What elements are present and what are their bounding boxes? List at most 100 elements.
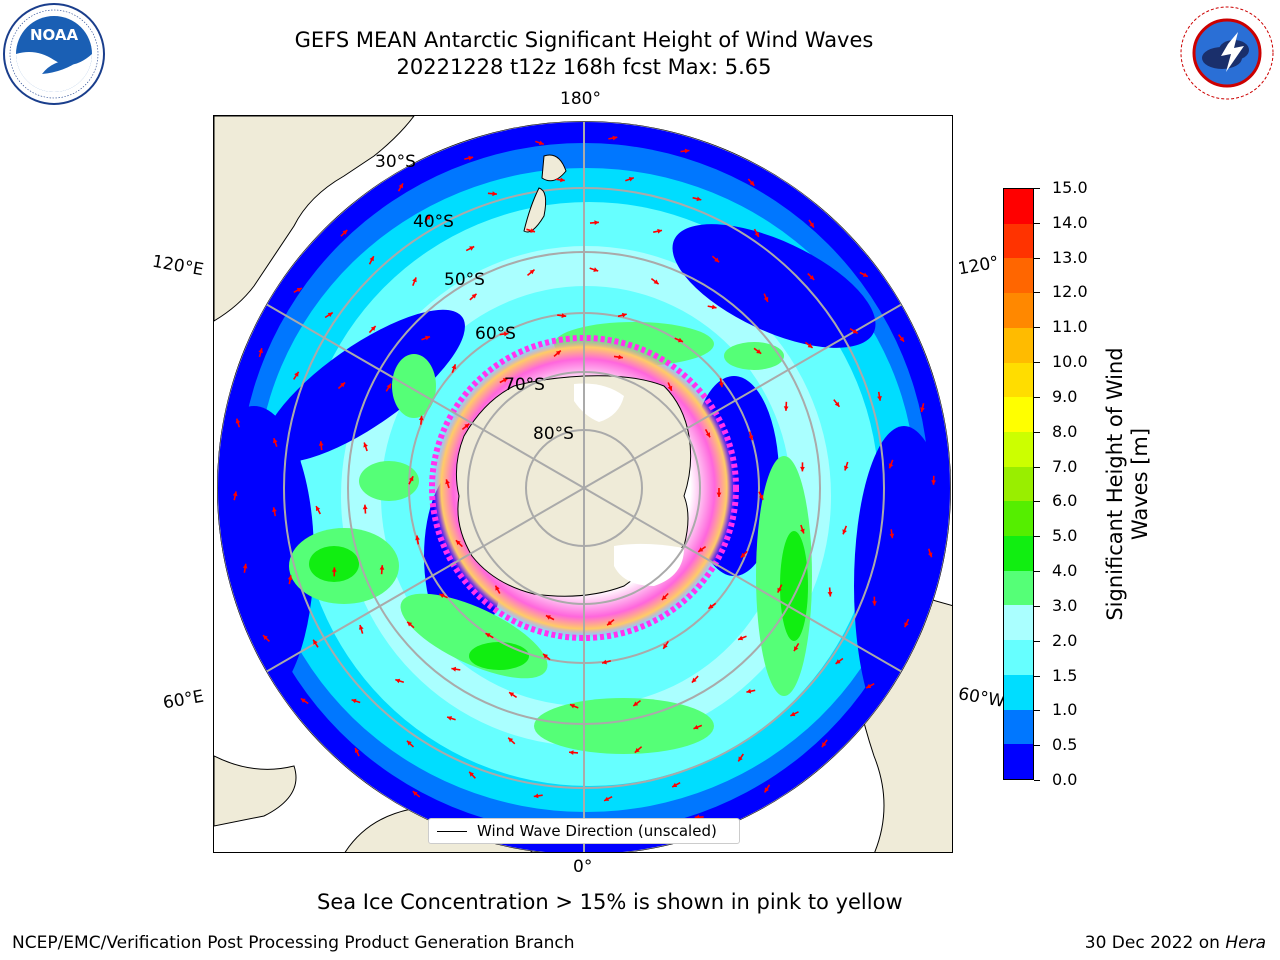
- wave-direction-arrowhead: [807, 343, 813, 348]
- colorbar-tick: [1034, 362, 1040, 364]
- wave-direction-arrowhead: [354, 748, 360, 753]
- legend-label: Wind Wave Direction (unscaled): [477, 822, 717, 840]
- wave-direction-arrowhead: [263, 635, 268, 640]
- wave-direction-arrowhead: [661, 595, 667, 600]
- wave-direction-arrowhead: [604, 796, 610, 801]
- wave-direction-arrowhead: [318, 441, 324, 446]
- colorbar-segment: [1004, 466, 1033, 502]
- colorbar-tick-label: 7.0: [1052, 456, 1078, 476]
- lon-label-120e: 120°E: [150, 251, 206, 281]
- wave-direction-arrowhead: [294, 371, 299, 377]
- wave-direction-arrowhead: [425, 215, 431, 220]
- colorbar-tick: [1034, 536, 1040, 538]
- wave-direction-arrowhead: [327, 312, 333, 317]
- wave-direction-arrowhead: [899, 336, 904, 342]
- colorbar-tick-label: 8.0: [1052, 421, 1078, 441]
- wave-direction-arrowhead: [888, 463, 894, 469]
- wave-direction-arrowhead: [495, 585, 500, 591]
- sea-ice-note: Sea Ice Concentration > 15% is shown in …: [317, 890, 903, 914]
- wave-direction-arrowhead: [705, 432, 710, 438]
- wave-direction-arrowhead: [409, 476, 414, 482]
- wave-direction-arrowhead: [379, 565, 385, 570]
- svg-text:NOAA: NOAA: [30, 26, 79, 44]
- colorbar-tick-label: 0.0: [1052, 770, 1078, 789]
- footer-credit: NCEP/EMC/Verification Post Processing Pr…: [12, 933, 575, 953]
- wave-direction-arrowhead: [748, 435, 754, 441]
- wave-direction-arrowhead: [272, 507, 277, 512]
- colorbar-tick-label: 6.0: [1052, 491, 1078, 511]
- map-legend: Wind Wave Direction (unscaled): [428, 818, 740, 844]
- wave-direction-arrowhead: [235, 418, 241, 424]
- wave-direction-arrowhead: [560, 177, 565, 183]
- colorbar-segment: [1004, 223, 1033, 259]
- wave-direction-arrowhead: [759, 494, 764, 500]
- wave-direction-arrowhead: [485, 633, 491, 638]
- colorbar-title: Significant Height of Wind Waves [m]: [1103, 274, 1153, 694]
- colorbar-tick-label: 2.0: [1052, 630, 1078, 650]
- colorbar-segment: [1004, 640, 1033, 675]
- colorbar-tick: [1034, 640, 1040, 642]
- polar-map: [214, 116, 952, 852]
- wave-direction-arrowhead: [800, 528, 805, 534]
- lat-label-60s: 60°S: [475, 324, 516, 344]
- australia-land: [214, 116, 415, 322]
- wave-direction-arrowhead: [504, 331, 509, 337]
- colorbar-tick-label: 1.0: [1052, 700, 1078, 720]
- wave-direction-arrowhead: [570, 704, 575, 709]
- colorbar-tick: [1034, 745, 1040, 747]
- wave-direction-arrowhead: [313, 639, 318, 645]
- wave-direction-arrowhead: [790, 711, 796, 717]
- wave-direction-arrowhead: [764, 787, 769, 793]
- colorbar-tick-label: 3.0: [1052, 595, 1078, 615]
- wave-direction-arrowhead: [469, 246, 475, 251]
- colorbar-tick-label: 4.0: [1052, 561, 1078, 581]
- africa-land: [214, 755, 297, 827]
- colorbar-segment: [1004, 570, 1033, 606]
- wave-direction-arrowhead: [904, 622, 909, 628]
- wave-direction-arrowhead: [273, 438, 278, 444]
- wave-direction-arrowhead: [809, 222, 814, 228]
- wave-direction-arrowhead: [633, 701, 639, 706]
- wave-direction-arrowhead: [464, 423, 470, 429]
- colorbar-segment: [1004, 362, 1033, 398]
- wave-direction-arrowhead: [545, 615, 551, 620]
- wave-direction-arrowhead: [827, 591, 833, 597]
- colorbar-tick: [1034, 431, 1040, 433]
- wave-direction-arrowhead: [538, 140, 544, 146]
- colorbar-segment: [1004, 744, 1033, 779]
- wave-direction-arrowhead: [561, 313, 567, 318]
- colorbar-segment: [1004, 397, 1033, 432]
- wave-direction-arrowhead: [634, 747, 640, 753]
- wave-direction-arrowhead: [738, 635, 744, 641]
- wave-direction-arrowhead: [555, 350, 561, 356]
- noaa-logo: NOAA: [3, 3, 105, 105]
- footer-host: Hera: [1225, 933, 1266, 953]
- wave-direction-arrowhead: [331, 567, 337, 572]
- wave-direction-arrowhead: [809, 275, 815, 280]
- wave-direction-arrowhead: [872, 601, 877, 606]
- colorbar-tick: [1034, 501, 1040, 503]
- colorbar-tick: [1034, 396, 1040, 398]
- colorbar-tick: [1034, 710, 1040, 712]
- colorbar-tick-label: 0.5: [1052, 735, 1078, 755]
- wave-direction-arrowhead: [369, 256, 374, 262]
- wave-direction-arrowhead: [287, 575, 293, 580]
- colorbar-tick: [1034, 327, 1040, 329]
- wave-direction-arrowhead: [834, 401, 840, 407]
- wave-direction-arrowhead: [439, 593, 445, 598]
- wave-direction-arrowhead: [657, 228, 662, 234]
- wave-direction-arrowhead: [543, 653, 548, 659]
- wave-direction-arrowhead: [708, 604, 714, 609]
- wave-direction-arrowhead: [418, 415, 424, 421]
- wave-direction-arrowhead: [398, 183, 403, 189]
- wave-direction-arrowhead: [258, 348, 263, 354]
- wave-direction-arrowhead: [691, 677, 697, 683]
- wave-direction-arrowhead: [621, 312, 627, 318]
- colorbar-tick-label: 11.0: [1052, 317, 1088, 337]
- wave-direction-arrowhead: [756, 349, 762, 354]
- colorbar-tick: [1034, 292, 1040, 294]
- colorbar-tick-label: 5.0: [1052, 526, 1078, 546]
- wave-direction-arrowhead: [844, 465, 849, 471]
- wave-direction-arrowhead: [718, 382, 724, 388]
- wave-direction-arrowhead: [316, 506, 321, 512]
